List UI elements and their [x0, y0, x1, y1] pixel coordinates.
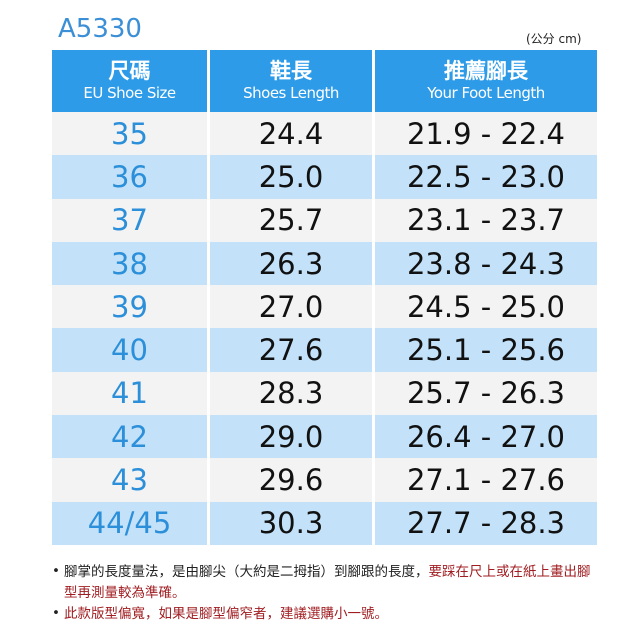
header-size: 尺碼 EU Shoe Size: [52, 50, 207, 112]
shoe-length-cell: 25.0: [210, 155, 372, 199]
shoe-length-cell: 25.7: [210, 198, 372, 242]
unit-label: (公分 cm): [526, 32, 582, 46]
shoe-length-cell: 26.3: [210, 241, 372, 286]
eu-size-cell: 42: [52, 415, 207, 459]
shoe-length-cell: 30.3: [210, 501, 372, 545]
notes: • 腳掌的長度量法，是由腳尖（大約是二拇指）到腳跟的長度，要踩在尺上或在紙上畫出腳…: [50, 562, 600, 625]
table-row: 37 25.7 23.1 - 23.7: [52, 198, 597, 242]
eu-size-cell: 39: [52, 285, 207, 329]
table-row: 44/45 30.3 27.7 - 28.3: [52, 501, 597, 545]
note-text-red: 要踩在尺上或在紙上畫出腳型再測量較為準確。: [64, 564, 591, 601]
eu-size-cell: 40: [52, 328, 207, 372]
eu-size-cell: 36: [52, 155, 207, 199]
note-text-red: 此款版型偏寬，如果是腳型偏窄者，建議選購小一號。: [64, 606, 388, 622]
table-row: 35 24.4 21.9 - 22.4: [52, 112, 597, 156]
header-en: Your Foot Length: [427, 84, 545, 102]
size-table: 尺碼 EU Shoe Size 鞋長 Shoes Length 推薦腳長 Your F…: [52, 50, 597, 545]
foot-length-cell: 23.1 - 23.7: [375, 198, 597, 242]
header-zh: 推薦腳長: [444, 59, 528, 83]
header-shoe-length: 鞋長 Shoes Length: [210, 50, 372, 112]
eu-size-cell: 37: [52, 198, 207, 242]
shoe-length-cell: 27.0: [210, 285, 372, 329]
shoe-length-cell: 29.0: [210, 415, 372, 459]
eu-size-cell: 35: [52, 112, 207, 156]
eu-size-cell: 44/45: [52, 501, 207, 545]
header-en: EU Shoe Size: [83, 84, 176, 102]
table-row: 36 25.0 22.5 - 23.0: [52, 155, 597, 199]
foot-length-cell: 25.7 - 26.3: [375, 371, 597, 416]
foot-length-cell: 24.5 - 25.0: [375, 285, 597, 329]
header-foot-length: 推薦腳長 Your Foot Length: [375, 50, 597, 112]
table-row: 43 29.6 27.1 - 27.6: [52, 458, 597, 502]
note-width: • 此款版型偏寬，如果是腳型偏窄者，建議選購小一號。: [50, 604, 600, 625]
foot-length-cell: 27.1 - 27.6: [375, 458, 597, 502]
table-row: 42 29.0 26.4 - 27.0: [52, 415, 597, 459]
eu-size-cell: 41: [52, 371, 207, 416]
eu-size-cell: 43: [52, 458, 207, 502]
foot-length-cell: 27.7 - 28.3: [375, 501, 597, 545]
note-measure: • 腳掌的長度量法，是由腳尖（大約是二拇指）到腳跟的長度，要踩在尺上或在紙上畫出腳…: [50, 562, 600, 604]
foot-length-cell: 25.1 - 25.6: [375, 328, 597, 372]
foot-length-cell: 22.5 - 23.0: [375, 155, 597, 199]
header-zh: 尺碼: [108, 59, 151, 83]
header-zh: 鞋長: [270, 59, 312, 83]
model-title: A5330: [58, 14, 142, 44]
shoe-length-cell: 24.4: [210, 112, 372, 156]
note-text: 腳掌的長度量法，是由腳尖（大約是二拇指）到腳跟的長度，: [64, 564, 429, 580]
shoe-length-cell: 27.6: [210, 328, 372, 372]
bullet: •: [52, 563, 60, 579]
table-row: 40 27.6 25.1 - 25.6: [52, 328, 597, 372]
foot-length-cell: 21.9 - 22.4: [375, 112, 597, 156]
foot-length-cell: 23.8 - 24.3: [375, 241, 597, 286]
shoe-length-cell: 29.6: [210, 458, 372, 502]
foot-length-cell: 26.4 - 27.0: [375, 415, 597, 459]
shoe-length-cell: 28.3: [210, 371, 372, 416]
table-row: 38 26.3 23.8 - 24.3: [52, 241, 597, 286]
eu-size-cell: 38: [52, 241, 207, 286]
header-en: Shoes Length: [243, 84, 339, 102]
table-header: 尺碼 EU Shoe Size 鞋長 Shoes Length 推薦腳長 Your F…: [52, 50, 597, 112]
bullet: •: [52, 605, 60, 621]
table-row: 41 28.3 25.7 - 26.3: [52, 371, 597, 416]
table-row: 39 27.0 24.5 - 25.0: [52, 285, 597, 329]
